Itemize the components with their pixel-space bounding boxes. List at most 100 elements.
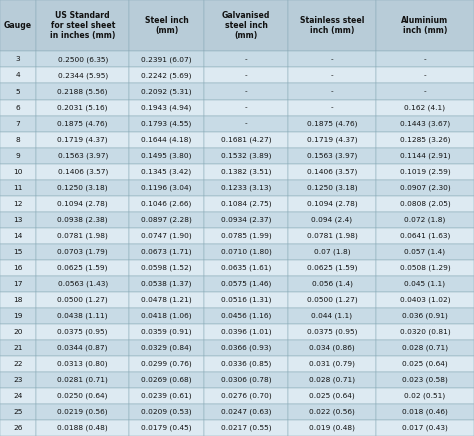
- Text: 0.0747 (1.90): 0.0747 (1.90): [141, 232, 192, 239]
- Text: 12: 12: [13, 201, 23, 207]
- Text: 0.0710 (1.80): 0.0710 (1.80): [220, 249, 272, 255]
- Bar: [288, 164, 376, 180]
- Text: 0.1681 (4.27): 0.1681 (4.27): [221, 136, 271, 143]
- Bar: [204, 212, 288, 228]
- Bar: [376, 99, 474, 116]
- Bar: [0, 292, 36, 308]
- Text: 0.0538 (1.37): 0.0538 (1.37): [141, 280, 192, 287]
- Text: 0.1875 (4.76): 0.1875 (4.76): [57, 120, 108, 127]
- Text: 5: 5: [16, 89, 20, 95]
- Bar: [376, 276, 474, 292]
- Text: Aluminium
inch (mm): Aluminium inch (mm): [401, 16, 448, 35]
- Text: 8: 8: [16, 136, 20, 143]
- Bar: [129, 388, 204, 404]
- Bar: [288, 404, 376, 420]
- Bar: [376, 180, 474, 196]
- Bar: [376, 244, 474, 260]
- Bar: [36, 164, 129, 180]
- Text: 0.0563 (1.43): 0.0563 (1.43): [57, 280, 108, 287]
- Text: -: -: [424, 72, 426, 78]
- Text: 0.0500 (1.27): 0.0500 (1.27): [307, 296, 357, 303]
- Bar: [129, 292, 204, 308]
- Text: 0.0703 (1.79): 0.0703 (1.79): [57, 249, 108, 255]
- Text: 0.0516 (1.31): 0.0516 (1.31): [221, 296, 271, 303]
- Bar: [288, 132, 376, 147]
- Bar: [0, 372, 36, 388]
- Text: 0.0359 (0.91): 0.0359 (0.91): [141, 329, 192, 335]
- Bar: [204, 180, 288, 196]
- Bar: [288, 0, 376, 51]
- Text: 0.1144 (2.91): 0.1144 (2.91): [400, 152, 450, 159]
- Bar: [288, 51, 376, 68]
- Text: 14: 14: [13, 233, 23, 239]
- Bar: [288, 260, 376, 276]
- Text: 0.1563 (3.97): 0.1563 (3.97): [307, 152, 357, 159]
- Text: -: -: [245, 56, 247, 62]
- Bar: [0, 260, 36, 276]
- Bar: [36, 388, 129, 404]
- Text: 0.0209 (0.53): 0.0209 (0.53): [141, 409, 192, 415]
- Text: 0.0179 (0.45): 0.0179 (0.45): [141, 425, 192, 431]
- Bar: [288, 180, 376, 196]
- Bar: [36, 276, 129, 292]
- Text: 18: 18: [13, 297, 23, 303]
- Bar: [129, 340, 204, 356]
- Bar: [0, 132, 36, 147]
- Text: 0.1094 (2.78): 0.1094 (2.78): [57, 201, 108, 207]
- Bar: [288, 196, 376, 212]
- Bar: [129, 68, 204, 84]
- Bar: [204, 308, 288, 324]
- Text: 0.0897 (2.28): 0.0897 (2.28): [141, 216, 192, 223]
- Bar: [376, 132, 474, 147]
- Text: 0.0625 (1.59): 0.0625 (1.59): [307, 265, 357, 271]
- Text: 0.0938 (2.38): 0.0938 (2.38): [57, 216, 108, 223]
- Text: 3: 3: [16, 56, 20, 62]
- Bar: [36, 420, 129, 436]
- Text: 6: 6: [16, 105, 20, 111]
- Bar: [129, 196, 204, 212]
- Text: 0.0217 (0.55): 0.0217 (0.55): [221, 425, 271, 431]
- Text: 0.1406 (3.57): 0.1406 (3.57): [57, 168, 108, 175]
- Bar: [129, 180, 204, 196]
- Text: Gauge: Gauge: [4, 21, 32, 30]
- Bar: [376, 292, 474, 308]
- Bar: [36, 148, 129, 164]
- Text: -: -: [245, 105, 247, 111]
- Text: 0.0396 (1.01): 0.0396 (1.01): [221, 329, 271, 335]
- Bar: [0, 0, 36, 51]
- Text: 0.0344 (0.87): 0.0344 (0.87): [57, 344, 108, 351]
- Text: 0.031 (0.79): 0.031 (0.79): [309, 361, 355, 367]
- Bar: [204, 420, 288, 436]
- Bar: [376, 68, 474, 84]
- Bar: [288, 388, 376, 404]
- Bar: [36, 324, 129, 340]
- Text: 4: 4: [16, 72, 20, 78]
- Bar: [376, 212, 474, 228]
- Bar: [36, 292, 129, 308]
- Text: 0.0247 (0.63): 0.0247 (0.63): [221, 409, 271, 415]
- Bar: [129, 116, 204, 132]
- Bar: [36, 116, 129, 132]
- Text: 0.023 (0.58): 0.023 (0.58): [402, 377, 448, 383]
- Bar: [376, 372, 474, 388]
- Bar: [376, 84, 474, 99]
- Text: 0.0250 (0.64): 0.0250 (0.64): [57, 393, 108, 399]
- Bar: [204, 51, 288, 68]
- Text: 0.0808 (2.05): 0.0808 (2.05): [400, 201, 450, 207]
- Bar: [204, 148, 288, 164]
- Text: 0.017 (0.43): 0.017 (0.43): [402, 425, 448, 431]
- Text: 0.028 (0.71): 0.028 (0.71): [402, 344, 448, 351]
- Text: 0.2092 (5.31): 0.2092 (5.31): [141, 88, 192, 95]
- Text: 21: 21: [13, 345, 23, 351]
- Bar: [36, 99, 129, 116]
- Bar: [36, 212, 129, 228]
- Bar: [36, 244, 129, 260]
- Text: US Standard
for steel sheet
in inches (mm): US Standard for steel sheet in inches (m…: [50, 11, 115, 40]
- Text: 0.0781 (1.98): 0.0781 (1.98): [307, 232, 357, 239]
- Text: 0.022 (0.56): 0.022 (0.56): [309, 409, 355, 415]
- Bar: [129, 372, 204, 388]
- Text: 0.07 (1.8): 0.07 (1.8): [314, 249, 350, 255]
- Text: 0.0366 (0.93): 0.0366 (0.93): [221, 344, 271, 351]
- Text: 0.0313 (0.80): 0.0313 (0.80): [57, 361, 108, 367]
- Bar: [204, 404, 288, 420]
